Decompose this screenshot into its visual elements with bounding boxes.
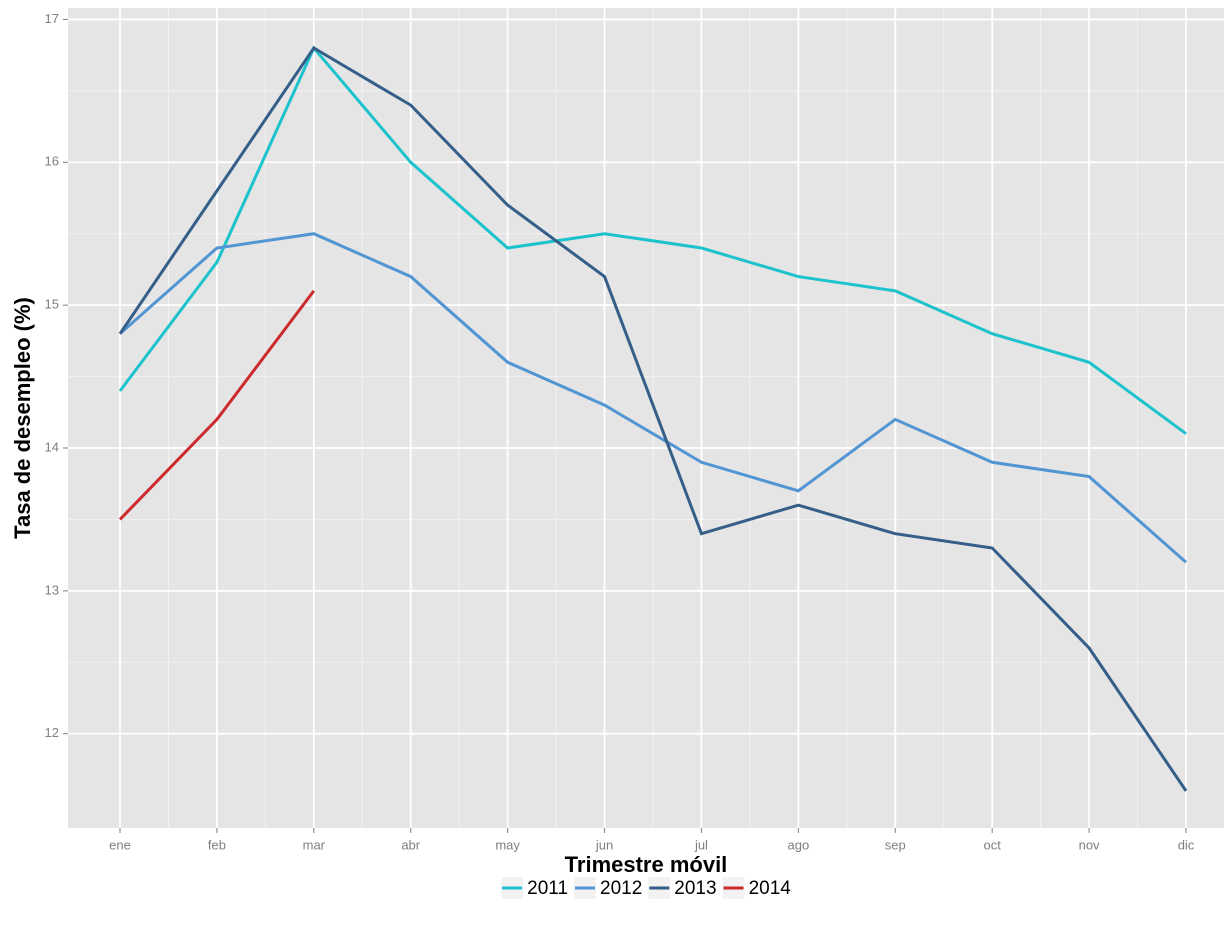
panel: [68, 8, 1224, 828]
x-tick-label: oct: [984, 837, 1002, 852]
series-line: [118, 45, 1188, 792]
y-axis-title: Tasa de desempleo (%): [10, 297, 35, 539]
series-line: [118, 45, 1187, 435]
y-tick-label: 16: [45, 154, 59, 169]
x-tick-label: ene: [109, 837, 131, 852]
legend-item: 2012: [574, 877, 642, 899]
y-tick-label: 13: [45, 582, 59, 597]
y-tick-label: 14: [45, 439, 59, 454]
legend-label: 2013: [674, 878, 716, 899]
x-tick-label: abr: [401, 837, 420, 852]
y-tick-label: 15: [45, 297, 59, 312]
x-tick-label: jul: [694, 837, 708, 852]
legend-label: 2014: [749, 878, 792, 899]
y-tick-label: 17: [45, 11, 59, 26]
x-tick-label: nov: [1079, 837, 1100, 852]
x-tick-label: sep: [885, 837, 906, 852]
lines: [118, 45, 1188, 792]
x-tick-label: ago: [788, 837, 810, 852]
x-tick-label: jun: [595, 837, 613, 852]
y-tick-label: 12: [45, 725, 59, 740]
x-tick-label: dic: [1178, 837, 1195, 852]
grid: [68, 8, 1224, 828]
series-line: [118, 289, 316, 521]
series-line: [119, 232, 1187, 564]
legend-item: 2013: [648, 877, 717, 899]
x-tick-label: feb: [208, 837, 226, 852]
legend: 2011 2012 2013 2014: [501, 877, 791, 899]
legend-label: 2011: [527, 878, 568, 899]
x-tick-label: may: [495, 837, 520, 852]
legend-item: 2011: [501, 877, 568, 899]
x-tick-label: mar: [303, 837, 326, 852]
legend-label: 2012: [600, 878, 642, 899]
x-axis-title: Trimestre móvil: [565, 852, 728, 877]
legend-item: 2014: [722, 877, 792, 899]
